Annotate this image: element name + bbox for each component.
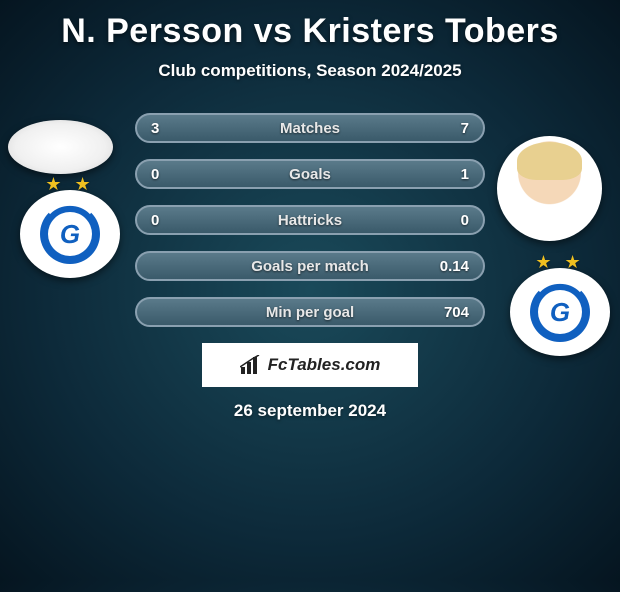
date-label: 26 september 2024 — [0, 401, 620, 421]
star-icon: ★ ★ — [20, 174, 120, 195]
club-badge-right: ★ ★ G — [510, 268, 610, 356]
stat-label: Min per goal — [137, 304, 483, 321]
stat-right-value: 7 — [439, 120, 469, 137]
club-logo-icon: G — [35, 199, 105, 269]
stat-right-value: 0.14 — [439, 258, 469, 275]
subtitle: Club competitions, Season 2024/2025 — [0, 61, 620, 81]
stat-label: Hattricks — [137, 212, 483, 229]
stat-row: Goals per match 0.14 — [135, 251, 485, 281]
fctables-branding: FcTables.com — [202, 343, 418, 387]
stat-right-value: 0 — [439, 212, 469, 229]
page-title: N. Persson vs Kristers Tobers — [0, 12, 620, 51]
svg-text:G: G — [60, 219, 80, 249]
club-badge-left: ★ ★ G — [20, 190, 120, 278]
fctables-label: FcTables.com — [268, 355, 381, 375]
stat-row: 0 Goals 1 — [135, 159, 485, 189]
stat-row: 0 Hattricks 0 — [135, 205, 485, 235]
svg-text:G: G — [550, 297, 570, 327]
stat-row: Min per goal 704 — [135, 297, 485, 327]
stat-label: Goals — [137, 166, 483, 183]
bar-chart-icon — [240, 355, 262, 375]
club-logo-icon: G — [525, 277, 595, 347]
player-avatar-left — [8, 120, 113, 174]
stat-right-value: 1 — [439, 166, 469, 183]
stat-right-value: 704 — [439, 304, 469, 321]
star-icon: ★ ★ — [510, 252, 610, 273]
stat-label: Matches — [137, 120, 483, 137]
avatar-hair — [517, 142, 582, 180]
stats-container: 3 Matches 7 0 Goals 1 0 Hattricks 0 Goal… — [135, 113, 485, 327]
stat-label: Goals per match — [137, 258, 483, 275]
stat-row: 3 Matches 7 — [135, 113, 485, 143]
player-avatar-right — [497, 136, 602, 241]
